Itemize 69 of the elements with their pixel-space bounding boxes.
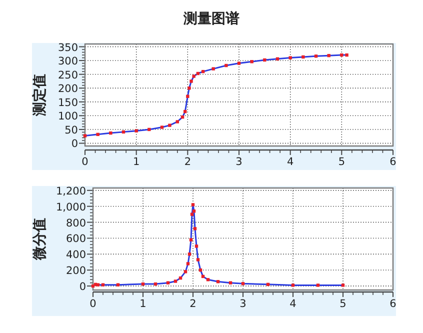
point xyxy=(134,129,138,132)
point xyxy=(192,74,196,78)
line-series xyxy=(84,54,348,137)
point xyxy=(196,258,200,262)
y-tick-label: 250 xyxy=(58,69,78,82)
point xyxy=(341,284,345,287)
point xyxy=(176,120,179,124)
x-tick-label: 3 xyxy=(236,156,242,168)
point xyxy=(291,284,295,287)
point xyxy=(189,238,193,242)
point xyxy=(174,280,178,283)
point xyxy=(237,62,241,65)
point xyxy=(168,124,172,127)
y-tick-label: 350 xyxy=(58,42,78,54)
y-tick-label: 0 xyxy=(71,138,78,150)
point xyxy=(160,126,164,129)
y-tick-label: 800 xyxy=(66,217,86,230)
point xyxy=(96,283,100,286)
point xyxy=(191,203,195,206)
x-tick-label: 6 xyxy=(390,156,397,168)
point xyxy=(148,128,151,132)
y-tick-label: 50 xyxy=(64,124,78,136)
y-tick-label: 600 xyxy=(66,233,86,246)
x-tick-label: 2 xyxy=(190,298,196,310)
point xyxy=(224,64,228,68)
y-tick-label: 400 xyxy=(66,249,86,262)
point xyxy=(101,283,105,286)
point xyxy=(194,244,198,248)
point xyxy=(288,56,292,60)
point xyxy=(186,262,190,266)
x-tick-label: 3 xyxy=(240,298,246,310)
point xyxy=(228,281,232,284)
y-tick-label: 150 xyxy=(58,96,78,109)
y-tick-label: 1,200 xyxy=(56,185,86,198)
chart-title: 测量图谱 xyxy=(182,10,240,27)
point xyxy=(250,60,254,64)
point xyxy=(190,80,193,83)
x-tick-label: 0 xyxy=(90,298,96,310)
y-tick-label: 0 xyxy=(79,281,86,294)
y-tick-label: 200 xyxy=(58,83,78,96)
point xyxy=(302,55,305,59)
point xyxy=(96,132,100,136)
point xyxy=(188,86,191,90)
x-tick-label: 5 xyxy=(340,298,346,310)
x-tick-label: 4 xyxy=(290,298,297,310)
y-tick-label: 100 xyxy=(58,110,78,123)
x-tick-label: 4 xyxy=(286,156,294,168)
x-tick-label: 6 xyxy=(390,298,397,310)
point xyxy=(116,283,120,286)
point xyxy=(327,54,330,58)
point xyxy=(316,284,320,287)
point xyxy=(263,58,266,62)
point xyxy=(109,131,112,135)
x-tick-label: 1 xyxy=(140,298,146,310)
x-tick-label: 5 xyxy=(338,156,346,168)
point xyxy=(166,281,170,284)
point xyxy=(212,67,215,70)
x-tick-label: 2 xyxy=(184,156,192,168)
x-tick-label: 1 xyxy=(132,156,140,168)
y-axis-title: 测定值 xyxy=(31,74,48,117)
y-tick-label: 1,000 xyxy=(56,201,86,214)
point xyxy=(184,270,188,274)
point xyxy=(190,212,194,216)
point xyxy=(345,53,348,57)
y-tick-label: 300 xyxy=(58,56,78,68)
point xyxy=(340,53,344,57)
point xyxy=(186,94,190,98)
y-axis-title: 微分值 xyxy=(32,218,48,261)
y-tick-label: 200 xyxy=(66,265,86,278)
